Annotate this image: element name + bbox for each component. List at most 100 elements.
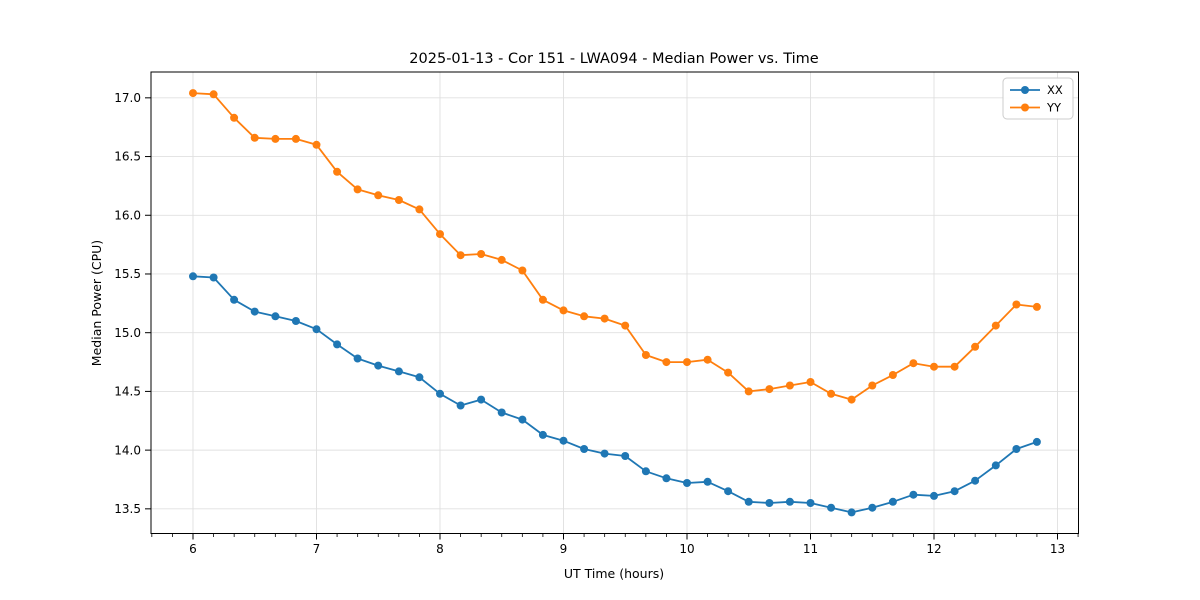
series-yy-marker — [374, 191, 383, 200]
series-yy-marker — [703, 355, 712, 364]
series-yy-marker — [1012, 300, 1021, 309]
series-yy-marker — [333, 167, 342, 176]
series-xx-marker — [785, 497, 794, 506]
series-yy-marker — [477, 250, 486, 258]
series-xx-marker — [888, 497, 897, 506]
series-yy-marker — [353, 185, 362, 194]
series-yy-marker — [600, 314, 609, 323]
series-xx-marker — [518, 415, 527, 424]
x-tick-label: 9 — [560, 542, 568, 556]
series-xx-marker — [950, 487, 959, 496]
series-yy-marker — [662, 358, 671, 367]
series-xx-marker — [971, 476, 980, 485]
series-xx-marker — [374, 361, 383, 370]
series-yy-marker — [271, 134, 280, 143]
series-yy-marker — [847, 395, 856, 404]
series-yy-marker — [580, 312, 589, 321]
series-xx-marker — [333, 340, 342, 349]
series-yy-marker — [456, 251, 465, 260]
x-tick-label: 7 — [313, 542, 321, 556]
y-tick-label: 16.0 — [114, 208, 141, 222]
x-tick-label: 12 — [926, 542, 941, 556]
series-xx-marker — [477, 395, 486, 404]
legend-box — [1002, 77, 1074, 120]
x-tick-label: 6 — [189, 542, 197, 556]
series-yy-marker — [724, 368, 733, 377]
series-yy-marker — [189, 89, 197, 98]
series-xx-marker — [847, 508, 856, 517]
series-xx-marker — [353, 354, 362, 363]
chart-title: 2025-01-13 - Cor 151 - LWA094 - Median P… — [409, 51, 818, 67]
series-xx-marker — [497, 408, 506, 417]
series-yy-marker — [250, 133, 259, 142]
series-yy-line — [192, 92, 1038, 401]
series-yy-marker — [765, 385, 774, 394]
legend-label: XX — [1047, 83, 1063, 97]
legend-marker-sample — [1021, 103, 1029, 112]
y-tick-label: 13.5 — [114, 502, 141, 516]
series-xx-marker — [621, 452, 630, 460]
series-xx-marker — [230, 295, 239, 304]
y-tick-label: 14.5 — [114, 385, 141, 399]
series-xx-marker — [415, 373, 424, 382]
series-yy-marker — [1032, 302, 1041, 311]
series-yy-marker — [971, 342, 980, 351]
series-xx-marker — [641, 467, 650, 476]
x-tick-label: 11 — [803, 542, 818, 556]
x-tick-label: 13 — [1050, 542, 1065, 556]
series-xx-marker — [744, 497, 753, 506]
legend-label: YY — [1046, 101, 1062, 115]
series-yy-marker — [538, 295, 547, 304]
series-xx-marker — [580, 445, 589, 453]
series-xx-marker — [394, 367, 403, 376]
series-xx-marker — [600, 449, 609, 458]
series-xx-marker — [312, 325, 321, 334]
x-axis-title: UT Time (hours) — [564, 566, 664, 581]
series-xx-marker — [991, 461, 1000, 470]
series-xx-marker — [271, 312, 280, 321]
legend-marker-sample — [1021, 86, 1029, 94]
x-tick-label: 10 — [679, 542, 694, 556]
series-xx-line — [192, 275, 1038, 514]
plot-area: 6 7 8 9 10 11 12 13 13.5 14.0 14.5 15.0 15.5 16.0 16.5… — [114, 71, 1079, 556]
series-yy-marker — [518, 266, 527, 275]
y-tick-label: 15.0 — [114, 326, 141, 340]
series-yy-marker — [909, 359, 918, 368]
x-tick-label: 8 — [436, 542, 444, 556]
series-xx-marker — [724, 487, 733, 496]
series-xx-marker — [806, 499, 815, 507]
series-xx-marker — [765, 499, 774, 507]
series-yy-marker — [806, 378, 815, 386]
series-xx-marker — [868, 503, 877, 512]
series-yy-marker — [991, 321, 1000, 330]
series-yy-marker — [888, 371, 897, 379]
series-yy-marker — [785, 381, 794, 390]
series-xx-marker — [189, 272, 197, 281]
series-yy — [189, 89, 1041, 404]
series-xx-marker — [683, 479, 691, 487]
series-yy-marker — [868, 381, 877, 390]
plot-border — [150, 71, 1079, 534]
series-yy-marker — [209, 90, 218, 99]
series-yy-marker — [559, 306, 568, 315]
y-axis-title: Median Power (CPU) — [89, 240, 104, 366]
series-yy-marker — [230, 113, 239, 122]
series-yy-marker — [827, 389, 836, 398]
y-tick-label: 16.5 — [114, 150, 141, 164]
series-yy-marker — [436, 230, 444, 239]
series-yy-marker — [950, 362, 959, 371]
series-yy-marker — [291, 134, 300, 143]
y-tick-label: 17.0 — [114, 91, 141, 105]
series-xx-marker — [538, 430, 547, 439]
series-xx-marker — [1012, 445, 1021, 453]
series-xx-marker — [250, 307, 259, 316]
series-xx-marker — [456, 401, 465, 410]
series-yy-marker — [621, 321, 630, 330]
series-xx-marker — [827, 503, 836, 512]
series-yy-marker — [497, 255, 506, 264]
series-xx-marker — [930, 491, 938, 500]
series-xx-marker — [662, 474, 671, 483]
series-xx-marker — [436, 389, 444, 398]
